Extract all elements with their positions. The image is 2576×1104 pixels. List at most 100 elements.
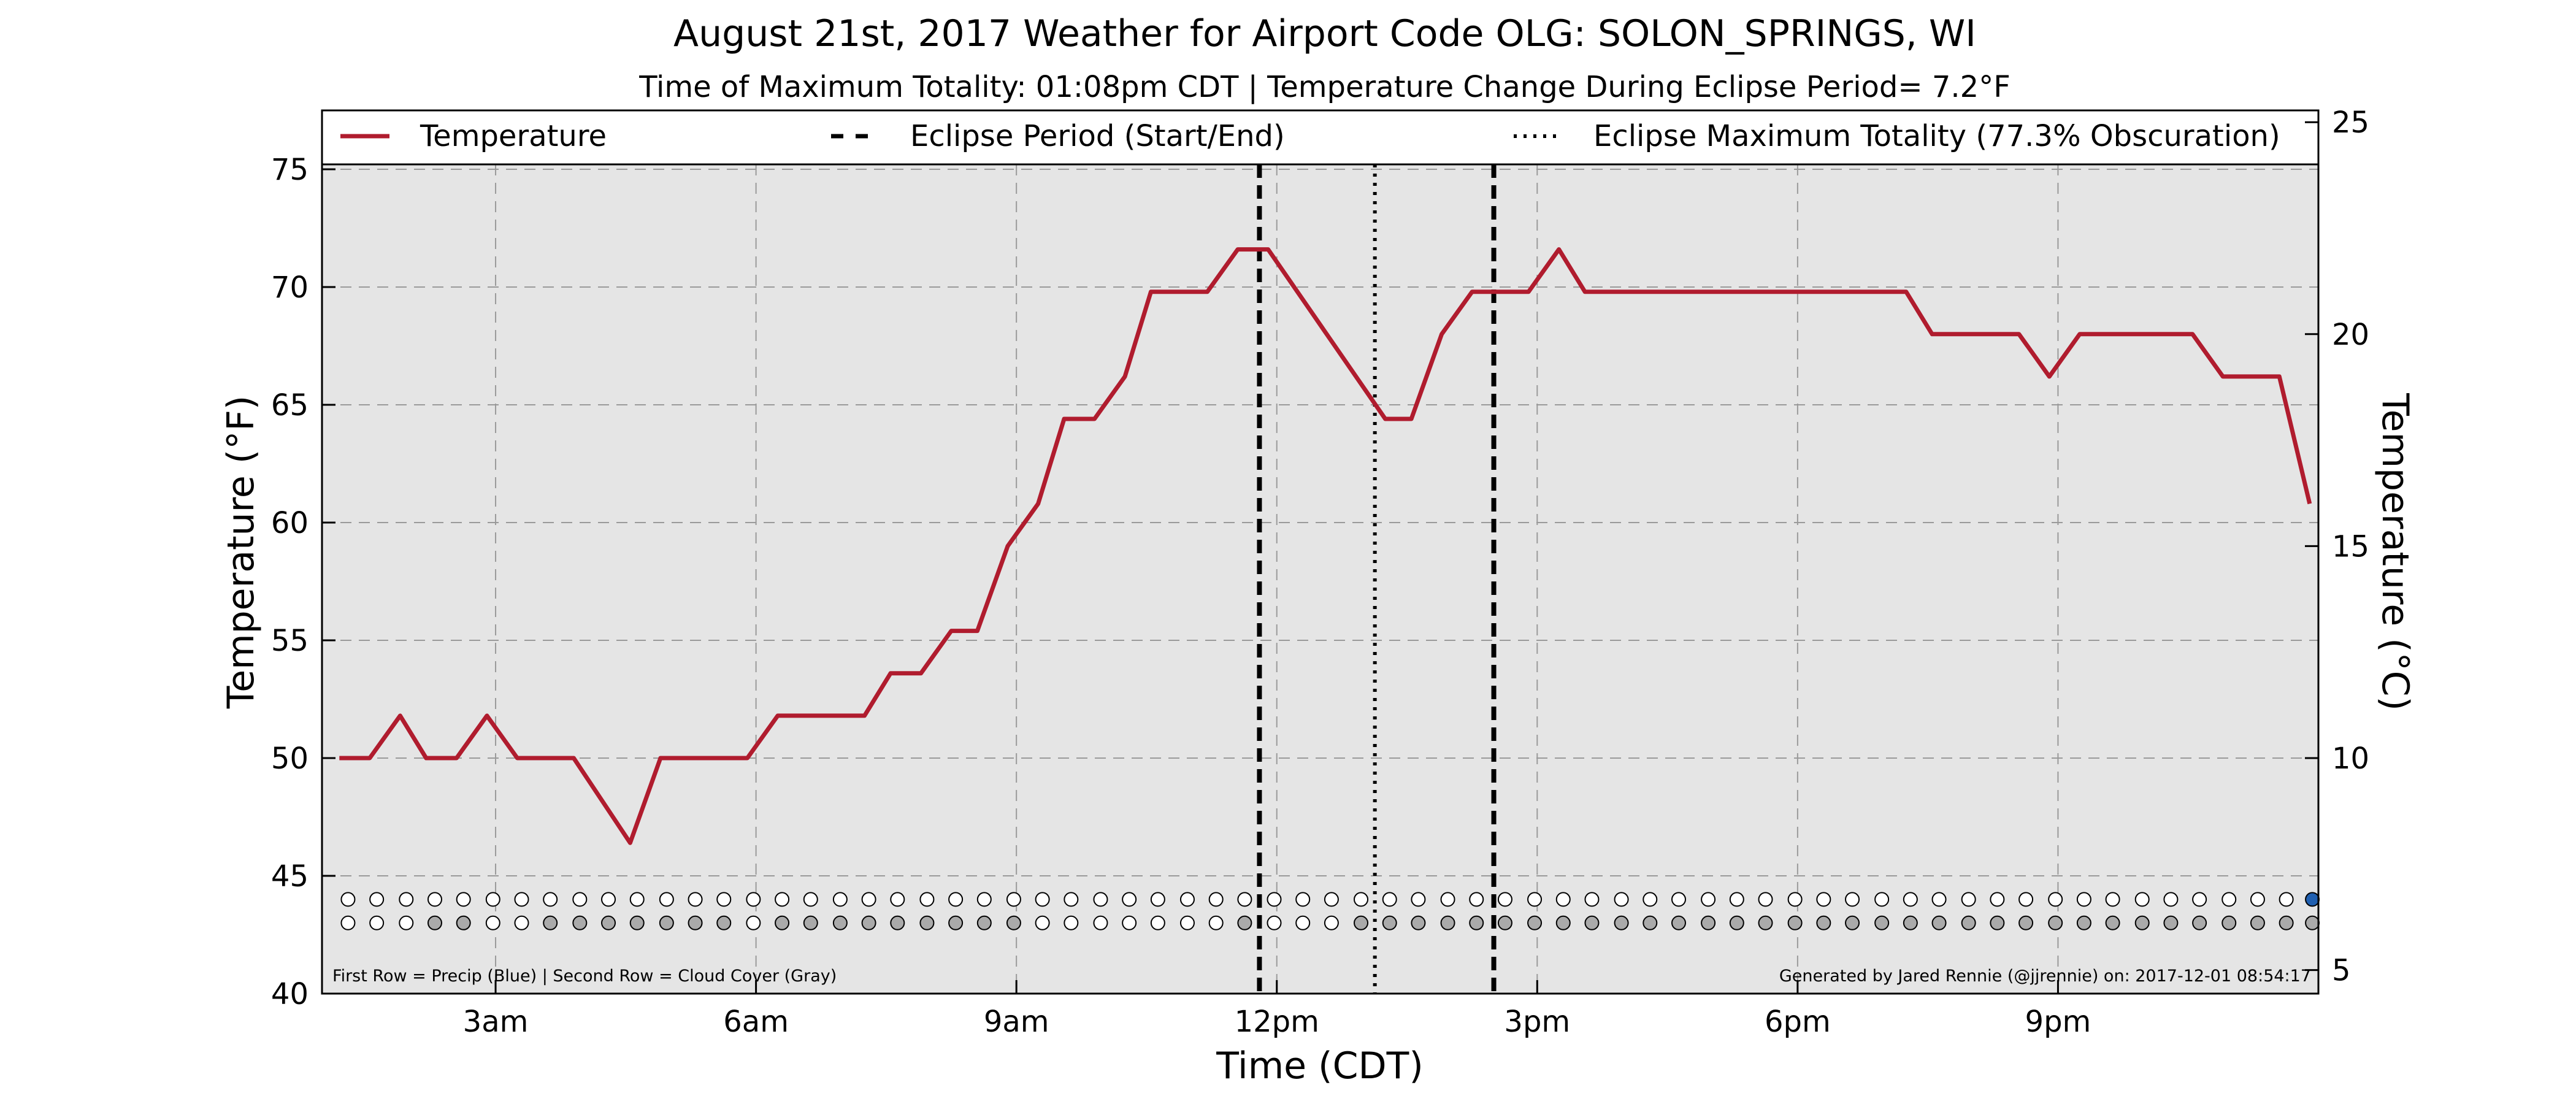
cloud-cover-marker [2279, 915, 2294, 930]
x-tick-label: 3pm [1504, 1005, 1570, 1039]
precip-marker [456, 892, 471, 907]
precip-marker [775, 892, 790, 907]
grid-lines [322, 164, 2318, 994]
cloud-cover-marker [1122, 915, 1137, 930]
cloud-cover-marker [1845, 915, 1860, 930]
cloud-cover-marker [1527, 915, 1543, 930]
cloud-cover-marker [514, 915, 529, 930]
cloud-cover-marker [746, 915, 761, 930]
cloud-cover-marker [775, 915, 790, 930]
cloud-cover-marker [1874, 915, 1890, 930]
footer-right-note: Generated by Jared Rennie (@jjrennie) on… [1779, 967, 2311, 986]
precip-marker [890, 892, 905, 907]
cloud-cover-marker [890, 915, 905, 930]
cloud-cover-marker [1035, 915, 1050, 930]
legend-label-temperature: Temperature [420, 119, 607, 153]
precip-marker [601, 892, 616, 907]
cloud-cover-marker [1267, 915, 1282, 930]
x-tick-label: 3am [463, 1005, 529, 1039]
chart-title: August 21st, 2017 Weather for Airport Co… [673, 12, 1976, 55]
y-tick-label: 75 [271, 153, 309, 187]
precip-marker [1671, 892, 1686, 907]
cloud-cover-marker [1643, 915, 1658, 930]
precip-marker [976, 892, 992, 907]
cloud-cover-marker [1411, 915, 1426, 930]
cloud-cover-marker [1150, 915, 1165, 930]
y-tick-label: 70 [271, 270, 309, 305]
cloud-cover-marker [1701, 915, 1716, 930]
y-right-tick-label: 5 [2332, 954, 2351, 988]
cloud-cover-marker [2305, 915, 2320, 930]
cloud-cover-marker [456, 915, 471, 930]
precip-marker [1555, 892, 1571, 907]
precip-marker [2048, 892, 2063, 907]
x-tick-label: 9am [984, 1005, 1049, 1039]
legend-label-eclipse-period: Eclipse Period (Start/End) [910, 119, 1285, 153]
precip-marker [1469, 892, 1484, 907]
y-right-tick-label: 15 [2332, 529, 2369, 564]
cloud-cover-marker [485, 915, 500, 930]
precip-marker [1324, 892, 1339, 907]
precip-marker [1440, 892, 1455, 907]
cloud-cover-marker [1469, 915, 1484, 930]
precip-marker [2221, 892, 2237, 907]
marker-rows [340, 892, 2320, 930]
cloud-cover-marker [1354, 915, 1369, 930]
precip-marker [919, 892, 935, 907]
y-tick-label: 65 [271, 388, 309, 423]
cloud-cover-marker [427, 915, 442, 930]
cloud-cover-marker [2250, 915, 2265, 930]
cloud-cover-marker [1555, 915, 1571, 930]
precip-marker [572, 892, 588, 907]
cloud-cover-marker [1903, 915, 1918, 930]
cloud-cover-marker [2192, 915, 2207, 930]
y-tick-label: 40 [271, 977, 309, 1011]
precip-marker [1122, 892, 1137, 907]
precip-marker [1237, 892, 1252, 907]
precip-marker [1787, 892, 1803, 907]
precip-marker [427, 892, 442, 907]
precip-marker [2076, 892, 2091, 907]
cloud-cover-marker [948, 915, 964, 930]
cloud-cover-marker [1093, 915, 1108, 930]
legend-box [321, 109, 2320, 166]
precip-marker [1064, 892, 1079, 907]
cloud-cover-marker [572, 915, 588, 930]
cloud-cover-marker [369, 915, 385, 930]
precip-marker [861, 892, 876, 907]
footer-left-note: First Row = Precip (Blue) | Second Row =… [332, 967, 837, 986]
precip-marker [1267, 892, 1282, 907]
cloud-cover-marker [399, 915, 414, 930]
cloud-cover-marker [861, 915, 876, 930]
y-tick-label: 55 [271, 624, 309, 658]
y-right-tick-label: 10 [2332, 742, 2369, 776]
cloud-cover-marker [1787, 915, 1803, 930]
precip-marker [1845, 892, 1860, 907]
cloud-cover-marker [1758, 915, 1773, 930]
precip-marker [1643, 892, 1658, 907]
cloud-cover-marker [2018, 915, 2034, 930]
precip-marker [1874, 892, 1890, 907]
cloud-cover-marker [2048, 915, 2063, 930]
cloud-cover-marker [1729, 915, 1744, 930]
precip-marker [514, 892, 529, 907]
y-right-tick-label: 25 [2332, 105, 2369, 140]
precip-marker [1816, 892, 1831, 907]
precip-marker [1758, 892, 1773, 907]
y-axis-label-right: Temperature (°C) [2374, 393, 2417, 711]
precip-marker [659, 892, 674, 907]
cloud-cover-marker [1931, 915, 1947, 930]
cloud-cover-marker [340, 915, 356, 930]
precip-marker [1584, 892, 1600, 907]
x-tick-label: 6pm [1765, 1005, 1831, 1039]
precip-marker [1150, 892, 1165, 907]
precip-marker [1006, 892, 1021, 907]
precip-marker [2018, 892, 2034, 907]
precip-marker [1990, 892, 2005, 907]
cloud-cover-marker [1614, 915, 1629, 930]
cloud-cover-marker [1064, 915, 1079, 930]
plot-frame [321, 109, 2320, 995]
cloud-cover-marker [1179, 915, 1195, 930]
y-tick-label: 45 [271, 859, 309, 894]
